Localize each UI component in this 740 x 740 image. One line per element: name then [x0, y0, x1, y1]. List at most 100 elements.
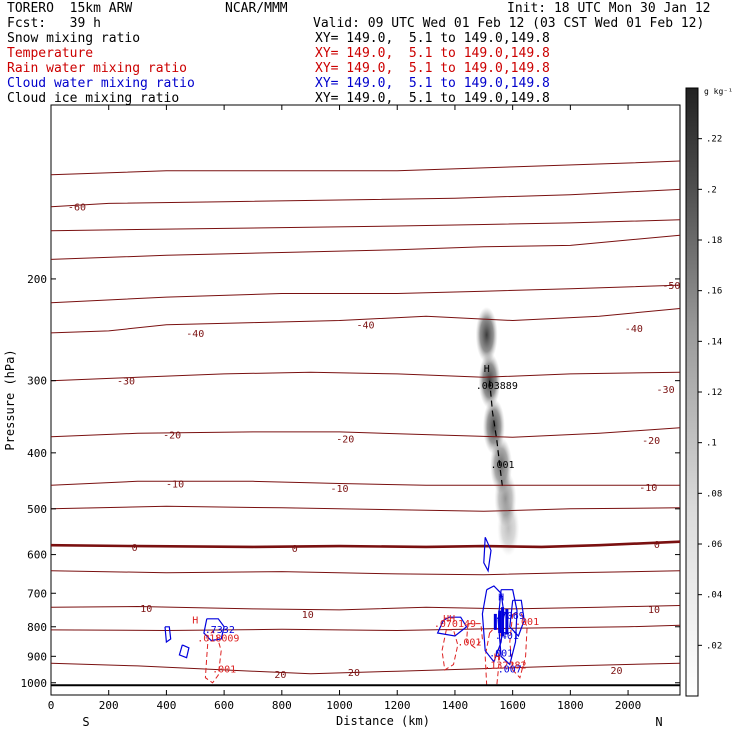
snow-isoline	[489, 380, 504, 488]
rain-contour	[509, 613, 528, 679]
temperature-contour-label: 20	[274, 670, 286, 681]
colorbar-ticks: .02 .04 .06 .08 .1 .12 .14 .16 .18 .2 .22	[698, 135, 722, 651]
field-name-snow: Snow mixing ratio	[7, 31, 141, 46]
y-tick-label: 400	[27, 447, 47, 460]
temperature-contour	[50, 480, 680, 486]
x-tick-label: 0	[48, 699, 55, 712]
field-xy-snow: XY= 149.0, 5.1 to 149.0,149.8	[315, 31, 550, 46]
fcst-label: Fcst: 39 h	[7, 16, 101, 31]
rain-label: .132282	[484, 661, 526, 672]
cloud-water-label: .7069	[495, 611, 525, 622]
cloud-water-label: .401	[495, 631, 519, 642]
colorbar-tick-label: .04	[706, 591, 722, 601]
x-tick-label: 2000	[615, 699, 642, 712]
temperature-contour-label: 0	[292, 544, 298, 555]
field-name-rain: Rain water mixing ratio	[7, 61, 188, 76]
temperature-contour	[50, 662, 681, 675]
cloud-water-contour	[481, 585, 505, 664]
x-tick-label: 1200	[384, 699, 411, 712]
colorbar-tick-label: .06	[706, 540, 722, 550]
temperature-contour-label: -60	[68, 203, 86, 214]
y-tick-label: 1000	[21, 677, 48, 690]
temperature-contour-label: 0	[654, 540, 660, 551]
x-tick-label: 200	[99, 699, 119, 712]
snow-shading	[475, 306, 520, 557]
temperature-contour	[50, 188, 681, 208]
colorbar-tick-label: .16	[706, 287, 722, 297]
temperature-contour-label: 10	[302, 610, 314, 621]
field-xy-cloud-ice: XY= 149.0, 5.1 to 149.0,149.8	[315, 91, 550, 106]
y-tick-label: 600	[27, 549, 47, 562]
cloud-water-contour	[509, 599, 525, 638]
temperature-contour	[50, 505, 681, 512]
rain-label: H	[494, 652, 500, 663]
colorbar-tick-label: .2	[706, 185, 717, 195]
snow-plume-blob	[475, 306, 498, 363]
y-tick-label: 500	[27, 503, 47, 516]
temperature-contour-label: -40	[186, 329, 204, 340]
y-axis-label: Pressure (hPa)	[3, 349, 17, 450]
y-tick-label: 800	[27, 621, 47, 634]
plot-frame	[50, 104, 681, 696]
temperature-contour-label: -30	[657, 385, 675, 396]
colorbar-tick-label: .22	[706, 135, 722, 145]
valid-label: Valid: 09 UTC Wed 01 Feb 12 (03 CST Wed …	[313, 16, 705, 31]
y-tick-label: 900	[27, 650, 47, 663]
colorbar-tick-label: .1	[706, 439, 717, 449]
temperature-contour-label: -10	[331, 484, 349, 495]
temperature-contour-label: 0	[132, 543, 138, 554]
cloud-water-contour	[164, 626, 172, 644]
field-name-cloud-ice: Cloud ice mixing ratio	[7, 91, 180, 106]
cloud-water-contour	[178, 644, 190, 659]
field-xy-temperature: XY= 149.0, 5.1 to 149.0,149.8	[315, 46, 550, 61]
colorbar	[685, 87, 699, 697]
temperature-contour-label: 10	[140, 604, 152, 615]
colorbar-tick-label: .18	[706, 236, 722, 246]
temperature-contour-label: 10	[648, 605, 660, 616]
cloud-water-contour	[436, 616, 468, 637]
temperature-contour-label: 20	[348, 668, 360, 679]
y-tick-label: 700	[27, 587, 47, 600]
temperature-contours	[50, 160, 681, 675]
org-label: NCAR/MMM	[225, 1, 288, 16]
colorbar-tick-label: .14	[706, 337, 722, 347]
temperature-contour-label: -40	[625, 324, 643, 335]
cloud-water-contours	[164, 537, 525, 666]
temperature-contour-label: -10	[166, 480, 184, 491]
temperature-contour	[50, 570, 681, 576]
temperature-contour-label: 20	[610, 666, 622, 677]
contour-labels: -60 -50 -40 -40 -40 -30 -30 -20 -20 -20 -10 -10 -10 0…	[68, 203, 680, 681]
rain-contour	[204, 630, 222, 684]
cloud-water-label: .7332	[205, 625, 235, 636]
temperature-contour	[50, 219, 681, 232]
snow-isoline-label: .001	[491, 460, 515, 471]
field-name-cloud-water: Cloud water mixing ratio	[7, 76, 195, 91]
temperature-contour-label: -20	[642, 436, 660, 447]
temperature-contour	[50, 234, 681, 260]
rain-label: .001	[457, 637, 481, 648]
temperature-contour	[50, 371, 681, 382]
temperature-contour-label: -20	[336, 435, 354, 446]
snow-plume-blob	[478, 352, 501, 409]
rain-label: .001	[212, 665, 236, 676]
x-tick-label: 1000	[326, 699, 353, 712]
x-tick-label: 1400	[442, 699, 469, 712]
x-tick-label: 1800	[557, 699, 584, 712]
temperature-contour-label: -30	[117, 377, 135, 388]
rain-label: .070149	[434, 619, 476, 630]
rain-label: .001	[515, 617, 539, 628]
colorbar-tick-label: .12	[706, 388, 722, 398]
cloud-water-label: H	[498, 592, 504, 603]
field-xy-rain: XY= 149.0, 5.1 to 149.0,149.8	[315, 61, 550, 76]
temperature-contour	[50, 605, 681, 611]
snow-max-label: H	[484, 364, 490, 375]
colorbar-tick-label: .08	[706, 489, 722, 499]
rain-label: HH	[443, 614, 455, 625]
init-label: Init: 18 UTC Mon 30 Jan 12	[507, 1, 711, 16]
rain-label: .018009	[197, 633, 239, 644]
rain-contours	[204, 613, 528, 686]
x-axis-label: Distance (km)	[336, 714, 430, 728]
temperature-contour-label: -40	[356, 321, 374, 332]
rain-contour	[441, 629, 459, 671]
